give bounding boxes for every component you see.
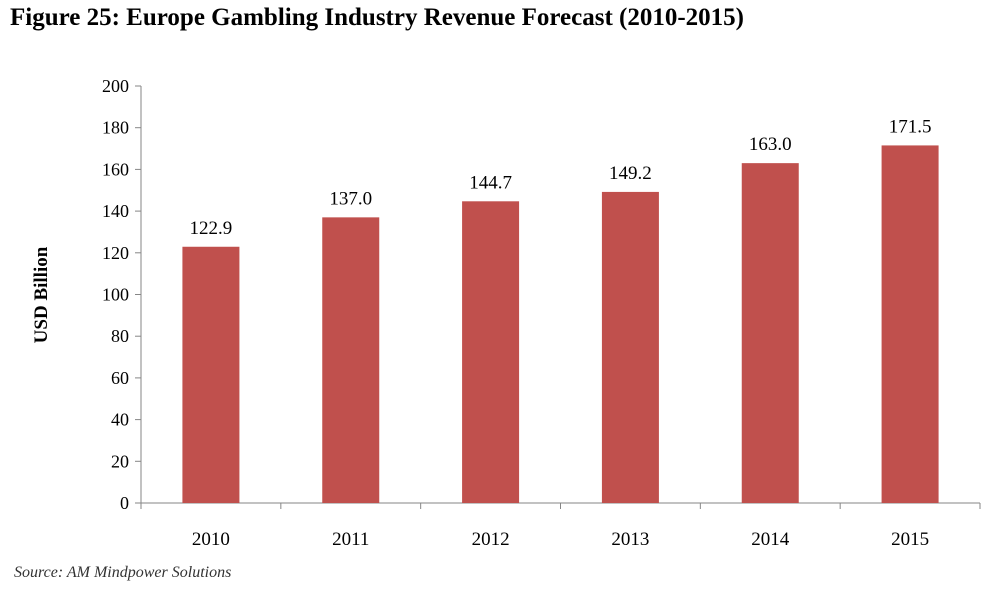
bar-2013 bbox=[601, 191, 659, 503]
x-axis: 2010 2011 2012 2013 2014 2015 bbox=[140, 502, 981, 550]
y-tick-label: 20 bbox=[111, 451, 129, 471]
y-tick-label: 40 bbox=[111, 410, 129, 430]
x-tick-label-2014: 2014 bbox=[751, 529, 790, 550]
y-axis: 0 20 40 60 80 100 120 140 160 180 200 bbox=[102, 76, 142, 513]
y-tick-label: 200 bbox=[102, 76, 129, 96]
y-tick-label: 180 bbox=[102, 118, 129, 138]
x-tick-label-2012: 2012 bbox=[472, 529, 510, 550]
x-tick-label-2015: 2015 bbox=[891, 529, 929, 550]
data-labels: 122.9 137.0 144.7 149.2 163.0 171.5 bbox=[190, 116, 932, 238]
x-tick-label-2011: 2011 bbox=[332, 529, 369, 550]
y-tick-label: 120 bbox=[102, 243, 129, 263]
data-label-2012: 144.7 bbox=[469, 172, 512, 193]
y-axis-title: USD Billion bbox=[31, 246, 52, 343]
y-tick-label: 100 bbox=[102, 285, 129, 305]
data-label-2011: 137.0 bbox=[329, 188, 372, 209]
y-tick-label: 80 bbox=[111, 326, 129, 346]
bar-2011 bbox=[322, 217, 380, 504]
data-label-2013: 149.2 bbox=[609, 163, 652, 184]
bar-2014 bbox=[741, 163, 799, 503]
bar-2010 bbox=[182, 246, 240, 504]
data-label-2015: 171.5 bbox=[889, 116, 932, 137]
x-tick-label-2010: 2010 bbox=[192, 529, 230, 550]
y-tick-label: 0 bbox=[120, 493, 129, 513]
y-tick-label: 160 bbox=[102, 159, 129, 179]
x-tick-label-2013: 2013 bbox=[611, 529, 649, 550]
data-label-2010: 122.9 bbox=[190, 218, 233, 239]
figure-title: Figure 25: Europe Gambling Industry Reve… bbox=[10, 4, 745, 31]
bar-2012 bbox=[462, 201, 520, 503]
y-tick-label: 140 bbox=[102, 201, 129, 221]
bar-2015 bbox=[881, 145, 939, 504]
source-note: Source: AM Mindpower Solutions bbox=[14, 564, 232, 581]
y-tick-label: 60 bbox=[111, 368, 129, 388]
bars bbox=[182, 145, 939, 504]
data-label-2014: 163.0 bbox=[749, 134, 792, 155]
